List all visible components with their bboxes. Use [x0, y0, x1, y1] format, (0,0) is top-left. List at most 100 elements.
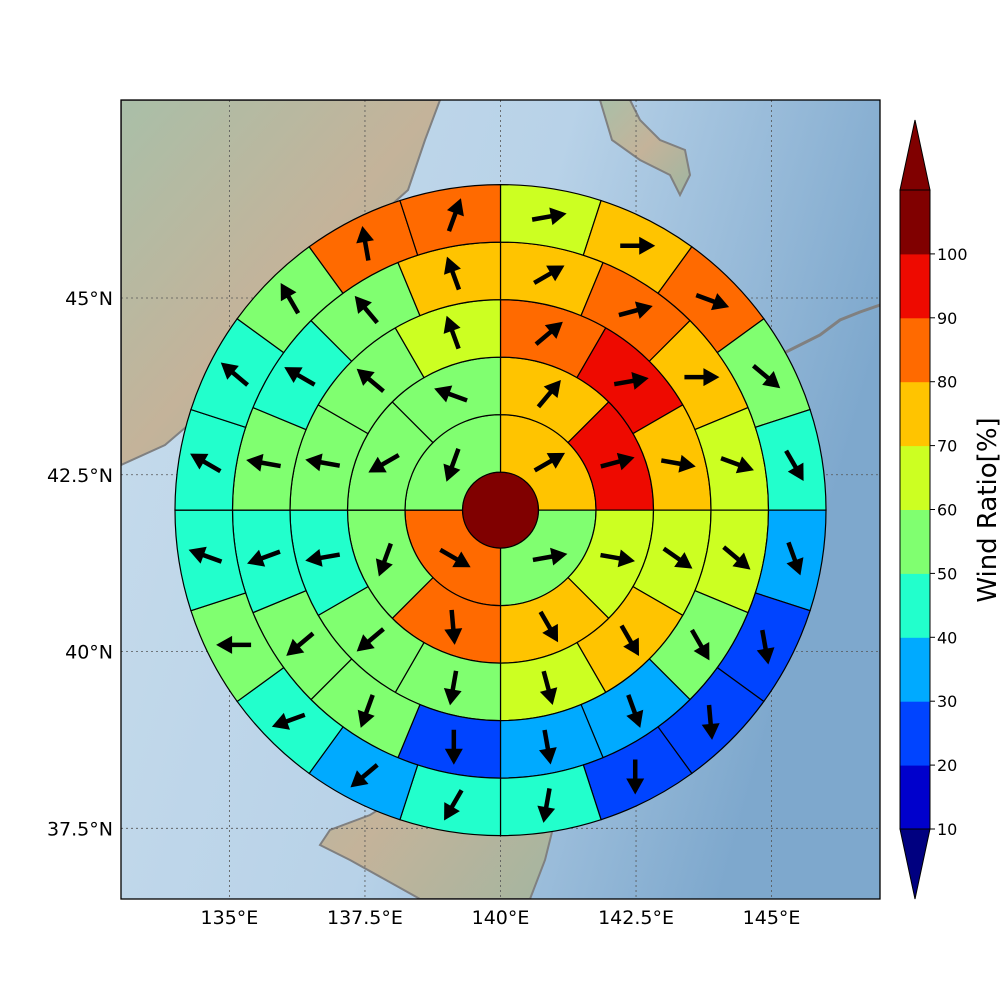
- wind-arrow: [695, 293, 730, 311]
- colorbar-tick-label: 80: [937, 373, 957, 392]
- wind-arrow: [722, 545, 751, 570]
- wind-arrow: [356, 226, 374, 261]
- colorbar-tick-label: 40: [937, 628, 957, 647]
- wind-arrow: [662, 546, 693, 569]
- wind-arrow: [619, 624, 640, 656]
- land-kuril: [769, 303, 880, 362]
- lon-tick-label: 137.5°E: [327, 907, 403, 929]
- colorbar-tick-label: 100: [937, 245, 968, 264]
- lat-tick-label: 40°N: [65, 642, 113, 664]
- wind-arrows: [188, 198, 804, 823]
- wind-arrow: [756, 629, 775, 665]
- wind-arrow: [539, 729, 557, 765]
- wind-arrow: [271, 712, 306, 730]
- wind-arrow: [444, 609, 463, 645]
- colorbar-bin: [900, 190, 930, 255]
- colorbar-tick-label: 20: [937, 756, 957, 775]
- wind-arrow: [246, 453, 282, 472]
- wind-arrow: [284, 367, 316, 387]
- wind-arrow: [443, 256, 462, 291]
- colorbar-bin: [900, 637, 930, 702]
- colorbar-bin: [900, 445, 930, 510]
- wind-arrow: [220, 362, 250, 387]
- wind-arrow: [368, 453, 400, 473]
- wind-arrow: [356, 627, 385, 652]
- colorbar: 10 20 30 40 50 60 70 80 90 100: [899, 119, 968, 900]
- colorbar-bin: [900, 253, 930, 319]
- wind-arrow: [444, 729, 463, 765]
- wind-arrow: [247, 549, 281, 567]
- wind-arrow: [286, 631, 315, 656]
- wind-arrow: [720, 456, 754, 474]
- lon-tick-label: 142.5°E: [598, 907, 674, 929]
- colorbar-tick-label: 30: [937, 692, 957, 711]
- colorbar-tick-label: 60: [937, 501, 957, 520]
- wind-arrow: [188, 546, 223, 564]
- wind-arrow: [533, 265, 565, 285]
- wind-arrow: [618, 301, 653, 319]
- wind-arrow: [784, 449, 804, 482]
- lat-tick-label: 45°N: [65, 288, 113, 310]
- wind-ratio-sectors: [174, 184, 827, 837]
- wind-arrow: [533, 452, 566, 473]
- wind-arrow: [620, 236, 656, 255]
- wind-arrow: [280, 282, 301, 315]
- wind-arrow: [684, 368, 720, 387]
- wind-arrow: [350, 763, 379, 788]
- ratio-sector: [399, 184, 502, 256]
- latitude-labels: 45°N 42.5°N 40°N 37.5°N: [47, 288, 113, 840]
- wind-arrow: [626, 694, 644, 728]
- lon-tick-label: 135°E: [201, 907, 259, 929]
- wind-arrow: [216, 635, 252, 654]
- wind-arrow: [443, 315, 461, 350]
- wind-arrow: [534, 321, 563, 346]
- wind-arrow: [532, 547, 568, 566]
- colorbar-under-extension: [899, 828, 931, 900]
- wind-arrow: [600, 549, 635, 568]
- lat-tick-label: 42.5°N: [47, 465, 113, 487]
- wind-arrow: [786, 541, 804, 576]
- map-frame: [120, 99, 881, 900]
- colorbar-bin: [900, 317, 930, 383]
- wind-arrow: [539, 670, 558, 705]
- wind-arrow: [536, 379, 561, 409]
- longitude-labels: 135°E 137.5°E 140°E 142.5°E 145°E: [201, 907, 801, 929]
- wind-arrow: [444, 789, 464, 821]
- wind-arrow: [354, 295, 379, 325]
- wind-arrow: [357, 694, 375, 728]
- wind-arrow: [446, 198, 464, 232]
- wind-arrow: [443, 670, 462, 706]
- colorbar-bin: [900, 701, 930, 766]
- wind-arrow: [305, 453, 341, 472]
- wind-arrow: [613, 372, 649, 390]
- wind-arrow: [689, 628, 710, 661]
- land-sakhalin: [598, 100, 692, 198]
- colorbar-tick-label: 90: [937, 309, 957, 328]
- wind-arrow: [537, 788, 556, 823]
- wind-arrow: [626, 759, 645, 795]
- wind-arrow: [600, 452, 635, 471]
- colorbar-bin: [900, 573, 930, 638]
- wind-arrow: [356, 368, 385, 393]
- colorbar-title: Wind Ratio[%]: [973, 417, 1000, 602]
- colorbar-over-extension: [899, 119, 931, 191]
- wind-arrow: [660, 454, 696, 473]
- lat-tick-label: 37.5°N: [47, 818, 113, 840]
- colorbar-bin: [900, 381, 930, 447]
- colorbar-tick-label: 50: [937, 564, 957, 583]
- lon-tick-label: 145°E: [743, 907, 801, 929]
- wind-arrow: [434, 385, 468, 403]
- colorbar-tick-label: 70: [937, 437, 957, 456]
- lon-tick-label: 140°E: [472, 907, 530, 929]
- wind-arrow: [439, 547, 471, 568]
- wind-arrow: [531, 207, 567, 226]
- colorbar-bin: [900, 765, 930, 830]
- wind-arrow: [190, 453, 222, 474]
- wind-arrow: [701, 704, 720, 740]
- colorbar-tick-label: 10: [937, 820, 957, 839]
- wind-arrow: [305, 548, 341, 567]
- wind-arrow: [538, 610, 559, 643]
- wind-arrow: [375, 542, 393, 577]
- colorbar-bin: [900, 509, 930, 574]
